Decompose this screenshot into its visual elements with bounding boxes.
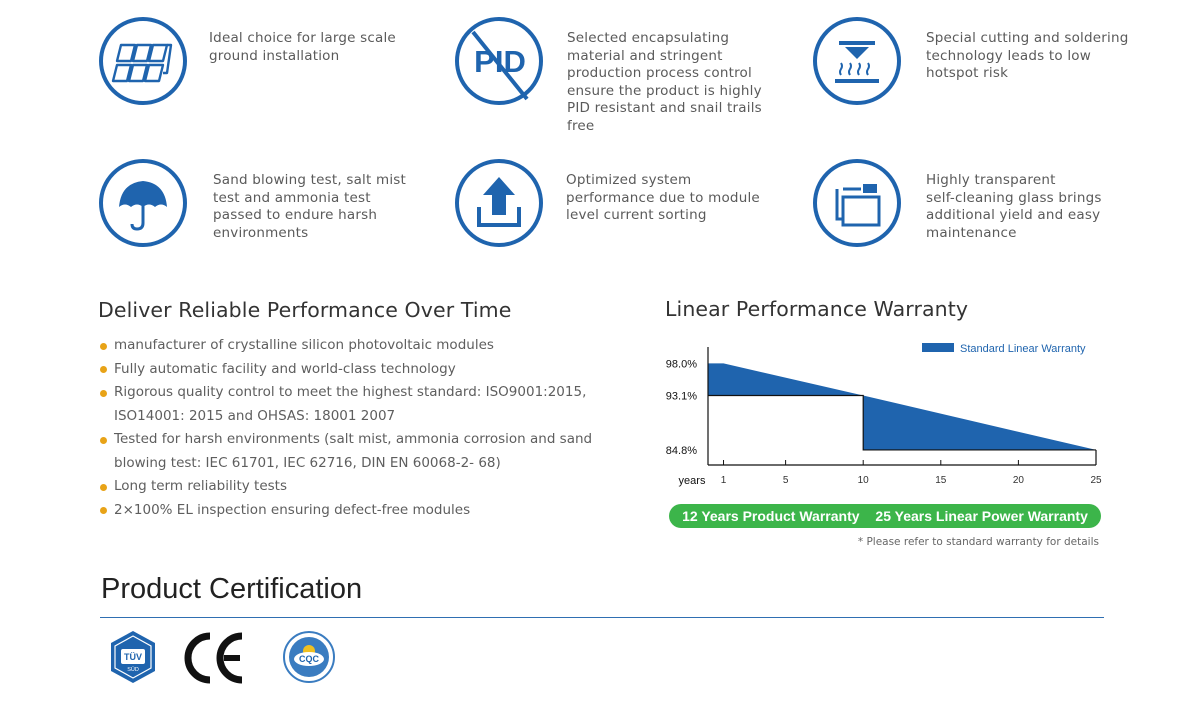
feature-text: Sand blowing test, salt mist test and am…	[213, 172, 407, 241]
x-axis-label: years	[679, 475, 706, 487]
performance-title: Deliver Reliable Performance Over Time	[98, 298, 512, 322]
umbrella-icon	[99, 159, 187, 247]
step-baseline	[708, 394, 1096, 451]
bullet-item: manufacturer of crystalline silicon phot…	[99, 334, 592, 358]
feature-text: Ideal choice for large scale ground inst…	[209, 30, 396, 64]
x-tick-label: 15	[935, 475, 947, 486]
power-warranty-label: 25 Years Linear Power Warranty	[875, 508, 1088, 524]
cutting-icon	[813, 17, 901, 105]
divider	[100, 617, 1104, 618]
svg-text:CQC: CQC	[299, 654, 320, 664]
bullet-dot	[100, 389, 107, 397]
y-tick-label: 98.0%	[666, 358, 697, 370]
x-tick-label: 5	[783, 475, 789, 486]
certification-title: Product Certification	[101, 573, 363, 605]
panels-icon	[99, 17, 187, 105]
bullet-item: Rigorous quality control to meet the hig…	[99, 381, 592, 428]
bullet-dot	[100, 507, 107, 514]
upload-icon	[455, 159, 543, 247]
svg-text:SÜD: SÜD	[127, 666, 139, 673]
feature-text: Highly transparent self-cleaning glass b…	[926, 172, 1102, 241]
bullet-dot	[100, 342, 107, 350]
tuv-sud-logo: TÜV SÜD	[111, 631, 155, 683]
legend-label: Standard Linear Warranty	[960, 343, 1086, 355]
glass-icon	[813, 159, 901, 247]
feature-text: Optimized system performance due to modu…	[566, 172, 760, 224]
ce-logo	[184, 632, 243, 684]
pid-icon: PID	[455, 17, 543, 105]
x-tick-label: 25	[1090, 475, 1102, 486]
svg-text:TÜV: TÜV	[124, 652, 142, 662]
y-tick-label: 93.1%	[666, 391, 697, 403]
feature-text: Special cutting and soldering technology…	[926, 30, 1129, 82]
pid-icon-label: PID	[474, 44, 526, 79]
bullet-item: Fully automatic facility and world-class…	[99, 358, 592, 382]
performance-bullets: manufacturer of crystalline silicon phot…	[99, 334, 592, 522]
series-area	[708, 363, 1096, 450]
bullet-dot	[100, 366, 107, 373]
bullet-dot	[100, 483, 107, 491]
warranty-note: * Please refer to standard warranty for …	[857, 536, 1099, 548]
y-tick-label: 84.8%	[666, 445, 697, 457]
bullet-dot	[100, 436, 107, 444]
warranty-banner: 12 Years Product Warranty 25 Years Linea…	[669, 504, 1101, 528]
cqc-logo: CQC	[283, 631, 335, 683]
feature-text: Selected encapsulating material and stri…	[567, 30, 762, 134]
bullet-item: Tested for harsh environments (salt mist…	[99, 428, 592, 475]
bullet-item: Long term reliability tests	[99, 475, 592, 499]
x-tick-label: 20	[1013, 475, 1025, 486]
product-warranty-label: 12 Years Product Warranty	[682, 508, 860, 524]
x-tick-label: 10	[858, 475, 870, 486]
legend-swatch	[922, 343, 954, 352]
bullet-item: 2×100% EL inspection ensuring defect-fre…	[99, 499, 592, 523]
x-tick-label: 1	[721, 475, 727, 486]
warranty-title: Linear Performance Warranty	[665, 297, 969, 321]
